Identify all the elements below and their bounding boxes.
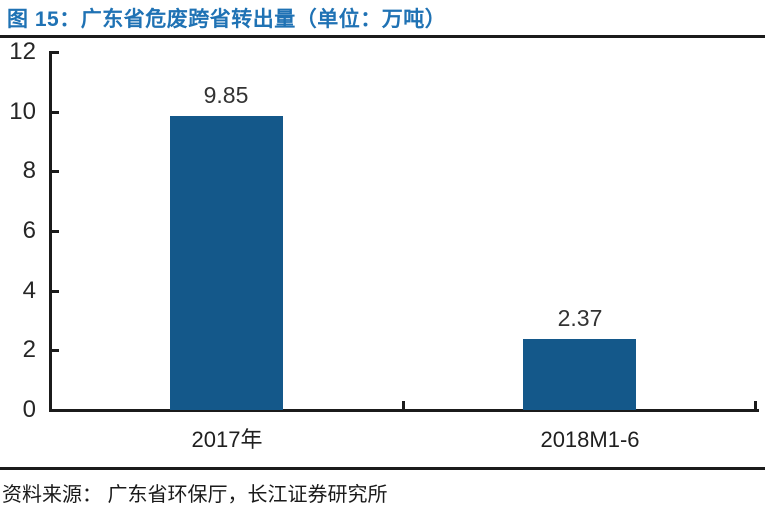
y-tick-label: 8 (22, 157, 36, 184)
y-axis-tickmark (52, 170, 59, 173)
x-axis-tickmark-mid (402, 401, 405, 409)
y-axis-line (49, 51, 52, 412)
figure-title: 图 15：广东省危废跨省转出量（单位：万吨） (7, 8, 447, 31)
x-axis-tickmark-right (754, 401, 757, 409)
y-tick-label: 2 (22, 336, 36, 363)
y-tick-label: 6 (22, 217, 36, 244)
bar-value-label: 2.37 (557, 305, 603, 331)
source-note: 资料来源： 广东省环保厅，长江证券研究所 (2, 484, 388, 506)
x-axis-line (49, 409, 759, 412)
x-category-label-2017: 2017年 (191, 427, 263, 452)
y-axis-tickmark (52, 111, 59, 114)
bar-2017 (170, 116, 283, 410)
y-axis-tickmark (52, 51, 59, 54)
title-divider-line (0, 35, 765, 38)
bar-chart: 0 2 4 6 8 10 12 9.85 2.37 (0, 38, 765, 458)
x-category-label-2018m1-6: 2018M1-6 (540, 427, 640, 452)
y-axis-tickmark (52, 290, 59, 293)
y-tick-label: 0 (22, 396, 36, 423)
bar-2018m1-6 (523, 339, 636, 410)
y-axis-tickmark (52, 230, 59, 233)
bar-value-label: 9.85 (203, 82, 249, 108)
footer-divider-line (0, 467, 765, 470)
y-tick-label: 12 (9, 38, 36, 65)
y-tick-label: 4 (22, 277, 36, 304)
y-axis-tickmark (52, 349, 59, 352)
y-tick-label: 10 (9, 98, 36, 125)
